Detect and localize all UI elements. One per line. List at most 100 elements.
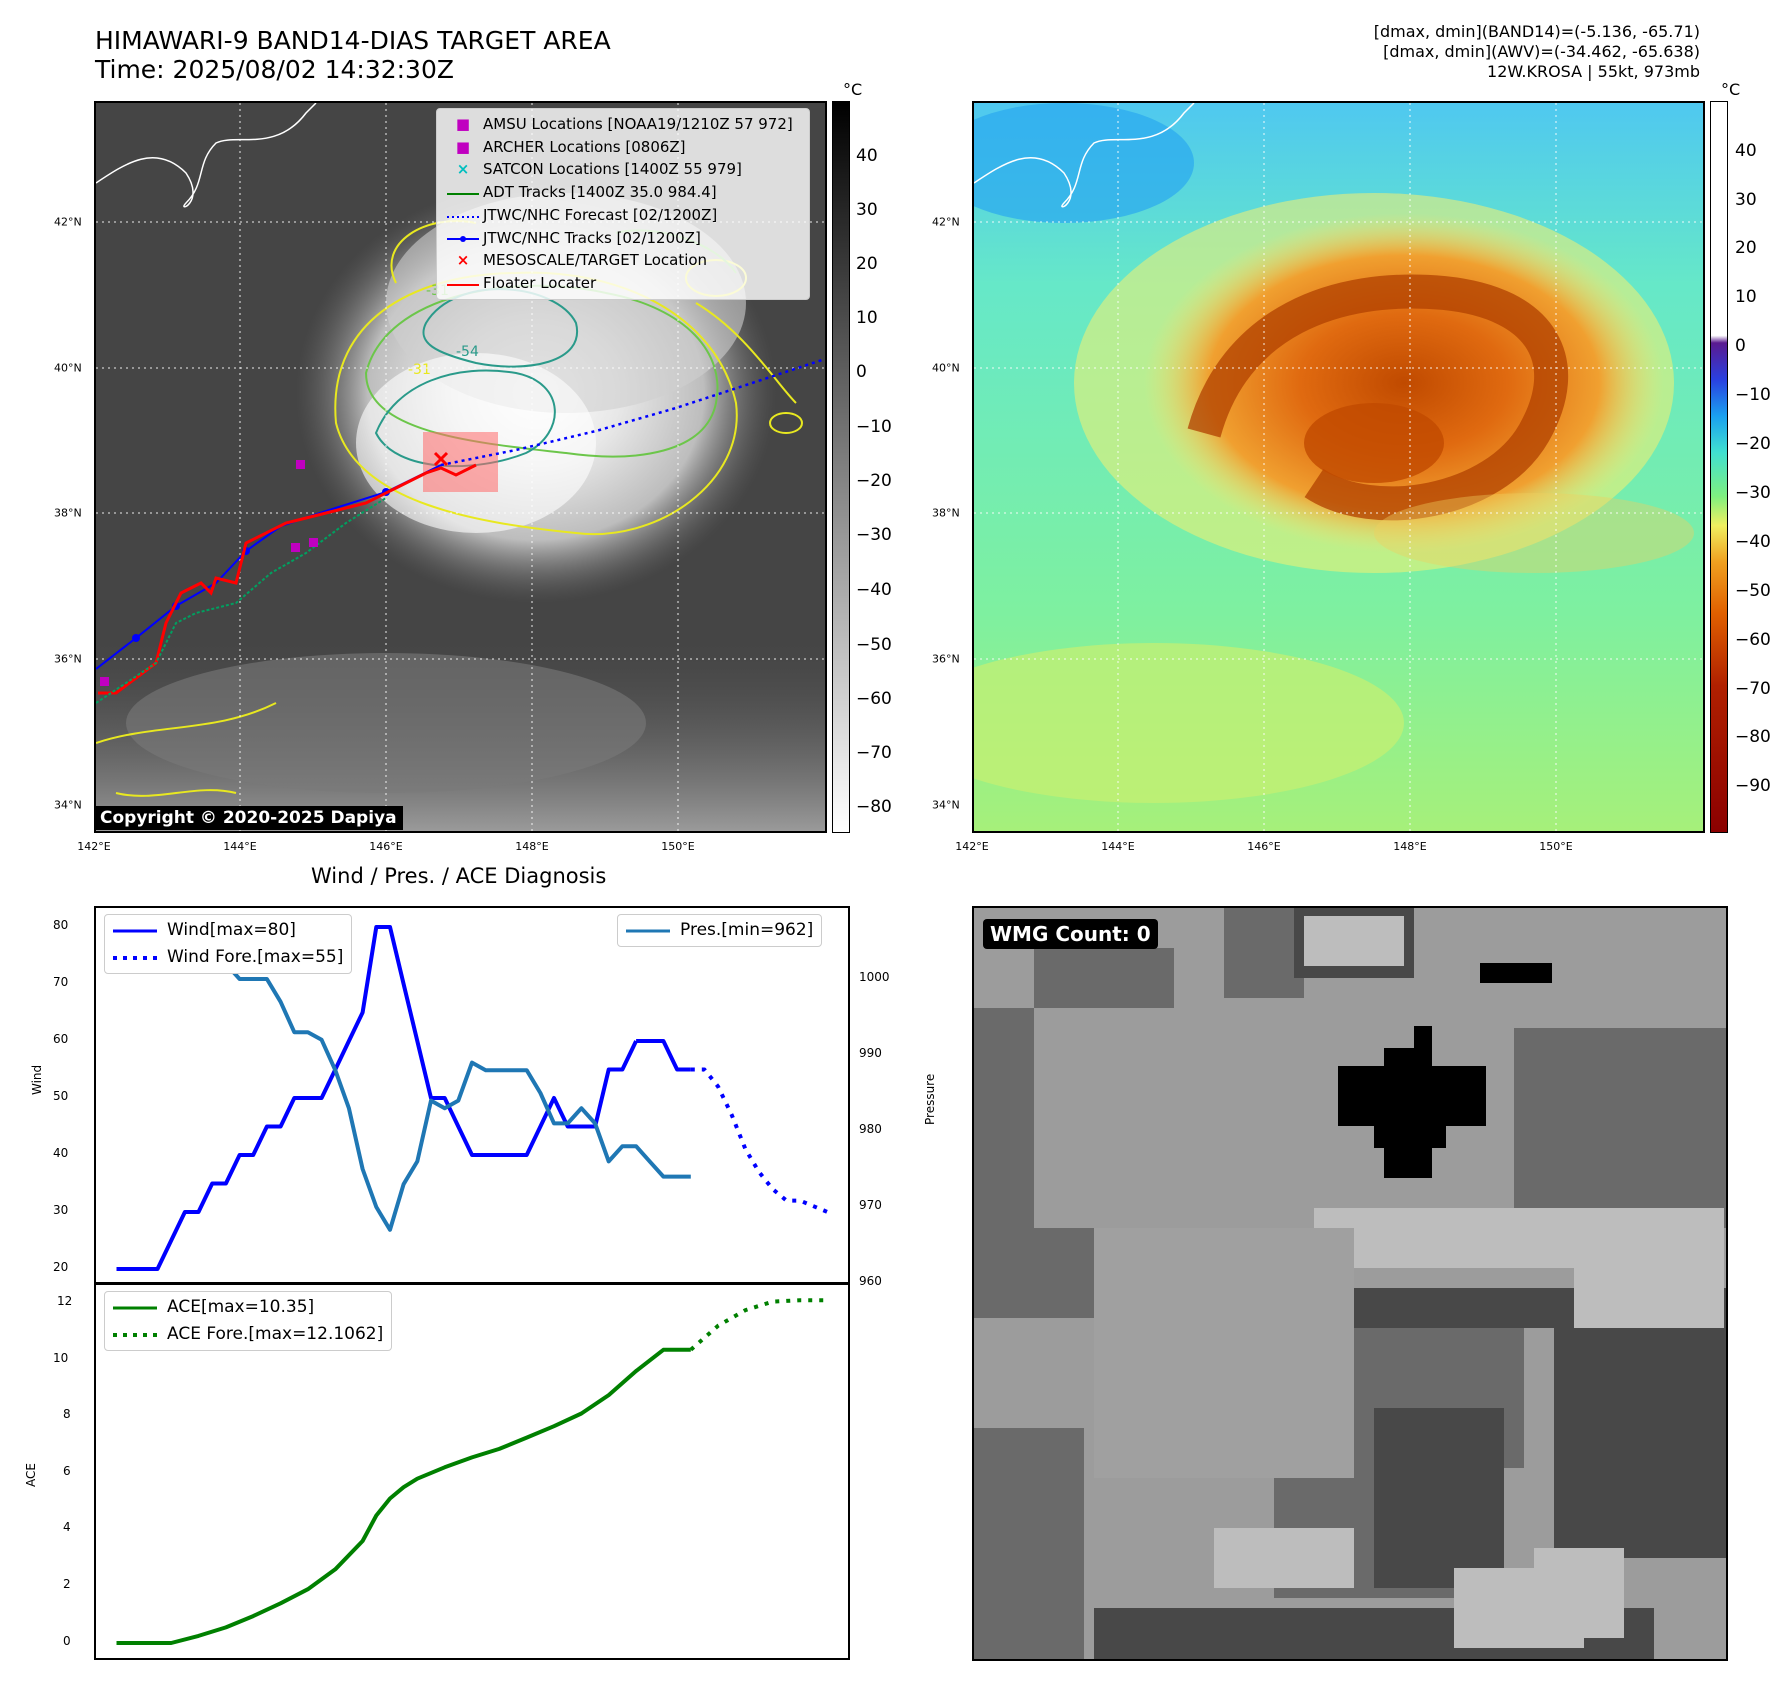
title-time: Time: 2025/08/02 14:32:30Z — [95, 55, 454, 84]
pressure-legend: Pres.[min=962] — [617, 914, 823, 947]
colorbar-tick: −50 — [1735, 581, 1771, 601]
legend-ace: ACE[max=10.35] — [111, 1294, 383, 1321]
lat-label: 34°N — [54, 798, 82, 812]
legend-wind: Wind[max=80] — [111, 917, 343, 944]
wmg-panel — [972, 906, 1728, 1661]
coastline — [974, 103, 1195, 208]
legend-jtwc-tracks: JTWC/NHC Tracks [02/1200Z] — [443, 227, 801, 250]
series-line-0 — [116, 925, 638, 1271]
wind-tick: 30 — [53, 1203, 69, 1217]
legend-ace-fore: ACE Fore.[max=12.1062] — [111, 1321, 383, 1348]
title-satellite: HIMAWARI-9 BAND14-DIAS TARGET AREA — [95, 26, 611, 55]
awv-map-image — [974, 103, 1703, 831]
legend-adt: ADT Tracks [1400Z 35.0 984.4] — [443, 181, 801, 204]
lon-label: 142°E — [955, 840, 989, 853]
colorbar-tick: 40 — [856, 146, 878, 166]
series-line-1 — [636, 1039, 691, 1072]
pressure-tick: 970 — [859, 1198, 882, 1212]
map-legend: ■ AMSU Locations [NOAA19/1210Z 57 972] ■… — [436, 108, 810, 300]
lon-label: 142°E — [77, 840, 111, 853]
colorbar-tick: −70 — [1735, 679, 1771, 699]
ace-tick: 10 — [53, 1351, 69, 1365]
lat-label: 40°N — [54, 361, 82, 375]
legend-floater: Floater Locater — [443, 272, 801, 295]
ace-panel — [94, 1282, 850, 1660]
colorbar-tick: −80 — [1735, 727, 1771, 747]
diagnosis-title: Wind / Pres. / ACE Diagnosis — [311, 864, 607, 888]
legend-jtwc-forecast: JTWC/NHC Forecast [02/1200Z] — [443, 204, 801, 227]
legend-archer: ■ ARCHER Locations [0806Z] — [443, 136, 801, 159]
ace-tick: 2 — [63, 1577, 71, 1591]
solid-line-icon — [626, 929, 670, 932]
lat-label: 36°N — [54, 652, 82, 666]
wind-legend: Wind[max=80] Wind Fore.[max=55] — [104, 914, 353, 974]
awv-colorbar — [1710, 101, 1728, 833]
jtwc-forecast-track — [440, 357, 825, 467]
contour-label-2: -54 — [456, 344, 479, 360]
dotted-line-icon — [443, 204, 483, 227]
amsu-points — [100, 460, 318, 686]
ace-tick: 8 — [63, 1407, 71, 1421]
copyright-label: Copyright © 2020-2025 Dapiya — [94, 806, 403, 830]
colorbar-tick: −10 — [856, 417, 892, 437]
colorbar-tick: −10 — [1735, 385, 1771, 405]
colorbar-tick: −40 — [856, 580, 892, 600]
lat-label: 42°N — [932, 215, 960, 229]
pressure-tick: 990 — [859, 1046, 882, 1060]
wind-tick: 40 — [53, 1146, 69, 1160]
stats-band14: [dmax, dmin](BAND14)=(-5.136, -65.71) — [1373, 22, 1700, 41]
ace-tick: 0 — [63, 1634, 71, 1648]
colorbar-tick: 20 — [1735, 238, 1757, 258]
series-line-forecast-1 — [689, 1298, 828, 1352]
dotted-line-icon — [113, 955, 157, 960]
lon-label: 148°E — [515, 840, 549, 853]
ace-tick: 4 — [63, 1520, 71, 1534]
ace-legend: ACE[max=10.35] ACE Fore.[max=12.1062] — [104, 1291, 393, 1351]
legend-target: × MESOSCALE/TARGET Location — [443, 249, 801, 272]
colorbar-tick: −30 — [1735, 483, 1771, 503]
pressure-tick: 1000 — [859, 970, 890, 984]
line-marker-icon — [443, 181, 483, 204]
colorbar-tick: −60 — [856, 689, 892, 709]
ace-tick: 12 — [57, 1294, 73, 1308]
figure-title: HIMAWARI-9 BAND14-DIAS TARGET AREA Time:… — [95, 26, 611, 84]
stats-awv: [dmax, dmin](AWV)=(-34.462, -65.638) — [1383, 42, 1700, 61]
awv-map-panel — [972, 101, 1705, 833]
ace-axis-label: ACE — [24, 1463, 38, 1487]
colorbar-tick: 40 — [1735, 141, 1757, 161]
wind-tick: 50 — [53, 1089, 69, 1103]
solid-line-icon — [113, 1306, 157, 1309]
colorbar-tick: −40 — [1735, 532, 1771, 552]
lat-label: 40°N — [932, 361, 960, 375]
colorbar-tick: −50 — [856, 635, 892, 655]
colorbar-tick: −80 — [856, 797, 892, 817]
floater-box — [423, 432, 498, 492]
series-line-0 — [116, 1347, 691, 1645]
wind-tick: 20 — [53, 1260, 69, 1274]
lat-label: 36°N — [932, 652, 960, 666]
lat-label: 38°N — [54, 506, 82, 520]
coastline — [96, 103, 317, 208]
lon-label: 148°E — [1393, 840, 1427, 853]
colorbar-tick: 30 — [1735, 190, 1757, 210]
gray-colorbar-unit: °C — [843, 80, 863, 99]
wind-tick: 80 — [53, 918, 69, 932]
x-marker-icon: × — [456, 251, 470, 270]
lon-label: 146°E — [1247, 840, 1281, 853]
lon-label: 144°E — [1101, 840, 1135, 853]
colorbar-tick: −30 — [856, 525, 892, 545]
wmg-dark-blob — [1338, 963, 1552, 1178]
square-marker-icon: ■ — [455, 137, 471, 156]
legend-pressure: Pres.[min=962] — [624, 917, 813, 944]
wind-pressure-panel — [94, 906, 850, 1285]
colorbar-tick: −20 — [856, 471, 892, 491]
legend-satcon: × SATCON Locations [1400Z 55 979] — [443, 158, 801, 181]
colorbar-tick: 0 — [856, 362, 867, 382]
colorbar-tick: 10 — [856, 308, 878, 328]
gray-colorbar — [832, 101, 850, 833]
colorbar-tick: 20 — [856, 254, 878, 274]
lat-label: 38°N — [932, 506, 960, 520]
series-line-forecast-2 — [690, 1067, 829, 1214]
wmg-count-badge: WMG Count: 0 — [983, 919, 1158, 949]
colorbar-tick: −70 — [856, 743, 892, 763]
